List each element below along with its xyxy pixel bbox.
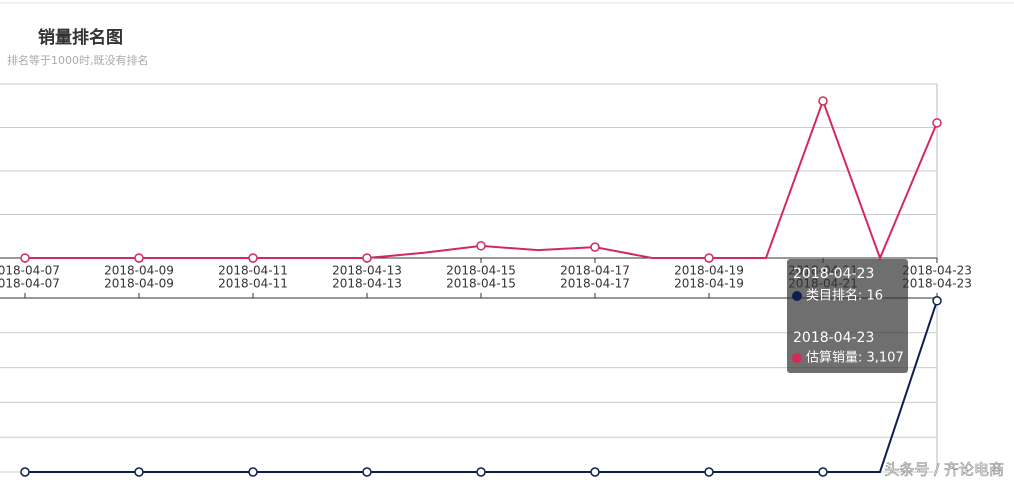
point xyxy=(590,467,600,477)
point xyxy=(248,253,258,263)
tooltip-dot xyxy=(792,353,802,363)
point xyxy=(818,467,828,477)
point xyxy=(134,253,144,263)
point xyxy=(20,253,30,263)
point xyxy=(704,467,714,477)
x-tick-label: 2018-04-17 xyxy=(560,277,630,291)
x-tick-label: 2018-04-17 xyxy=(560,264,630,278)
point xyxy=(476,467,486,477)
tooltip-dot xyxy=(792,291,802,301)
x-tick-label: 2018-04-11 xyxy=(218,264,288,278)
point xyxy=(590,242,600,252)
point xyxy=(248,467,258,477)
tooltip-item: 类目排名: 16 xyxy=(806,288,883,304)
x-tick-label: 2018-04-19 xyxy=(674,264,744,278)
chart-title: 销量排名图 xyxy=(38,27,123,48)
point xyxy=(20,467,30,477)
point xyxy=(818,96,828,106)
x-tick-label: 2018-04-23 xyxy=(902,264,972,278)
point xyxy=(932,118,942,128)
tooltip-item: 估算销量: 3,107 xyxy=(806,351,904,366)
x-tick-label: 2018-04-09 xyxy=(104,277,174,291)
series-line xyxy=(25,98,938,261)
x-tick-label: 2018-04-15 xyxy=(446,277,516,291)
x-tick-label: 2018-04-15 xyxy=(446,264,516,278)
x-tick-label: 2018-04-13 xyxy=(332,264,402,278)
x-tick-label: 2018-04-13 xyxy=(332,277,402,291)
point xyxy=(362,253,372,263)
point xyxy=(704,253,714,263)
tooltip-date: 2018-04-23 xyxy=(793,266,874,282)
x-tick-label: 2018-04-19 xyxy=(674,277,744,291)
watermark: 头条号 / 齐论电商 xyxy=(884,461,1004,479)
point xyxy=(134,467,144,477)
point xyxy=(362,467,372,477)
point xyxy=(476,241,486,251)
tooltip-date: 2018-04-23 xyxy=(793,330,874,346)
tooltip: 2018-04-23 类目排名: 16 2018-04-23 估算销量: 3,1… xyxy=(787,259,908,373)
x-tick-label: 2018-04-07 xyxy=(0,277,60,291)
x-tick-label: 2018-04-09 xyxy=(104,264,174,278)
x-tick-label: 2018-04-23 xyxy=(902,277,972,291)
x-tick-label: 2018-04-07 xyxy=(0,264,60,278)
point xyxy=(932,296,942,306)
tooltip-box xyxy=(787,259,908,373)
x-tick-label: 2018-04-11 xyxy=(218,277,288,291)
chart-subtitle: 排名等于1000时,既没有排名 xyxy=(7,53,149,67)
